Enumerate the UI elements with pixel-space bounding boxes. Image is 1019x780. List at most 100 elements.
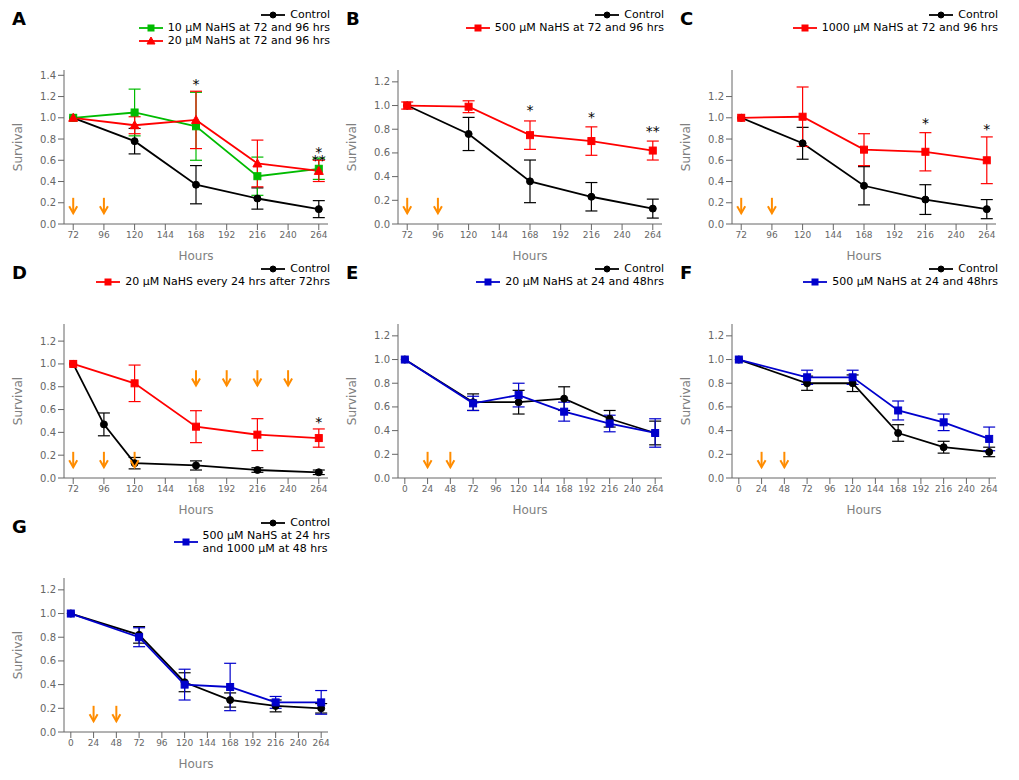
- svg-text:144: 144: [533, 484, 550, 494]
- svg-text:24: 24: [756, 484, 768, 494]
- svg-text:Survival: Survival: [11, 377, 25, 425]
- svg-text:48: 48: [445, 484, 457, 494]
- svg-text:*: *: [527, 102, 534, 118]
- svg-text:Hours: Hours: [846, 503, 881, 516]
- svg-text:1.0: 1.0: [708, 112, 724, 123]
- svg-text:Hours: Hours: [178, 503, 213, 516]
- svg-text:1.2: 1.2: [40, 584, 56, 595]
- svg-text:0.6: 0.6: [374, 147, 390, 158]
- svg-text:0.8: 0.8: [40, 381, 56, 392]
- svg-text:264: 264: [310, 484, 327, 494]
- svg-text:120: 120: [176, 738, 193, 748]
- svg-text:192: 192: [886, 230, 903, 240]
- svg-text:Survival: Survival: [679, 123, 693, 171]
- svg-text:120: 120: [794, 230, 811, 240]
- svg-text:0.0: 0.0: [708, 219, 724, 230]
- svg-text:0.4: 0.4: [708, 425, 724, 436]
- svg-text:0.8: 0.8: [374, 378, 390, 389]
- svg-text:0.0: 0.0: [374, 473, 390, 484]
- svg-text:0.0: 0.0: [40, 727, 56, 738]
- svg-text:1.2: 1.2: [374, 76, 390, 87]
- svg-text:1.2: 1.2: [708, 91, 724, 102]
- svg-text:Hours: Hours: [512, 503, 547, 516]
- svg-text:0.6: 0.6: [708, 401, 724, 412]
- svg-text:240: 240: [613, 230, 630, 240]
- svg-text:0.2: 0.2: [40, 703, 56, 714]
- svg-text:*: *: [588, 109, 595, 125]
- svg-text:1.2: 1.2: [40, 91, 56, 102]
- svg-text:0.4: 0.4: [708, 176, 724, 187]
- svg-text:0.0: 0.0: [40, 473, 56, 484]
- svg-text:192: 192: [218, 230, 235, 240]
- svg-text:1.2: 1.2: [374, 330, 390, 341]
- svg-text:1.0: 1.0: [374, 100, 390, 111]
- svg-text:Survival: Survival: [11, 631, 25, 679]
- svg-text:*: *: [193, 76, 200, 92]
- svg-text:1.0: 1.0: [40, 608, 56, 619]
- svg-text:0.4: 0.4: [40, 427, 56, 438]
- svg-text:72: 72: [67, 484, 78, 494]
- svg-text:192: 192: [552, 230, 569, 240]
- svg-text:Hours: Hours: [178, 249, 213, 262]
- svg-text:120: 120: [460, 230, 477, 240]
- svg-text:192: 192: [578, 484, 595, 494]
- svg-text:0.6: 0.6: [40, 404, 56, 415]
- svg-text:72: 72: [401, 230, 412, 240]
- svg-text:72: 72: [133, 738, 144, 748]
- svg-text:120: 120: [126, 484, 143, 494]
- svg-text:216: 216: [935, 484, 952, 494]
- svg-text:240: 240: [624, 484, 641, 494]
- svg-text:240: 240: [947, 230, 964, 240]
- svg-text:48: 48: [779, 484, 791, 494]
- svg-text:96: 96: [766, 230, 778, 240]
- svg-text:240: 240: [279, 484, 296, 494]
- svg-text:1.0: 1.0: [40, 112, 56, 123]
- svg-text:120: 120: [844, 484, 861, 494]
- svg-text:0.2: 0.2: [708, 449, 724, 460]
- svg-text:0.8: 0.8: [708, 378, 724, 389]
- svg-text:240: 240: [290, 738, 307, 748]
- svg-text:96: 96: [432, 230, 444, 240]
- svg-text:0.4: 0.4: [40, 679, 56, 690]
- svg-text:0: 0: [68, 738, 74, 748]
- svg-text:1.4: 1.4: [40, 70, 56, 81]
- svg-text:48: 48: [111, 738, 123, 748]
- svg-text:0.8: 0.8: [374, 124, 390, 135]
- svg-text:0.2: 0.2: [374, 195, 390, 206]
- svg-text:1.2: 1.2: [40, 336, 56, 347]
- svg-text:144: 144: [825, 230, 842, 240]
- svg-text:1.2: 1.2: [708, 330, 724, 341]
- svg-text:96: 96: [824, 484, 836, 494]
- svg-text:0.8: 0.8: [40, 632, 56, 643]
- svg-text:0.2: 0.2: [374, 449, 390, 460]
- svg-text:0: 0: [736, 484, 742, 494]
- svg-text:264: 264: [647, 484, 664, 494]
- svg-text:0.0: 0.0: [708, 473, 724, 484]
- svg-text:168: 168: [521, 230, 538, 240]
- svg-text:264: 264: [981, 484, 998, 494]
- svg-text:*: *: [922, 115, 929, 131]
- svg-text:0.0: 0.0: [40, 219, 56, 230]
- svg-text:216: 216: [917, 230, 934, 240]
- svg-text:24: 24: [88, 738, 100, 748]
- svg-text:192: 192: [218, 484, 235, 494]
- svg-text:1.0: 1.0: [40, 358, 56, 369]
- svg-text:216: 216: [249, 230, 266, 240]
- svg-text:Survival: Survival: [679, 377, 693, 425]
- svg-text:Hours: Hours: [512, 249, 547, 262]
- svg-text:216: 216: [249, 484, 266, 494]
- svg-text:*: *: [315, 414, 322, 430]
- svg-text:1.0: 1.0: [708, 354, 724, 365]
- svg-text:192: 192: [244, 738, 261, 748]
- svg-text:120: 120: [126, 230, 143, 240]
- svg-text:144: 144: [491, 230, 508, 240]
- svg-text:216: 216: [267, 738, 284, 748]
- svg-text:144: 144: [199, 738, 216, 748]
- svg-text:Survival: Survival: [345, 377, 359, 425]
- svg-text:264: 264: [313, 738, 330, 748]
- svg-text:264: 264: [644, 230, 661, 240]
- svg-text:*: *: [983, 121, 990, 137]
- svg-text:168: 168: [556, 484, 573, 494]
- svg-text:240: 240: [279, 230, 296, 240]
- svg-text:144: 144: [867, 484, 884, 494]
